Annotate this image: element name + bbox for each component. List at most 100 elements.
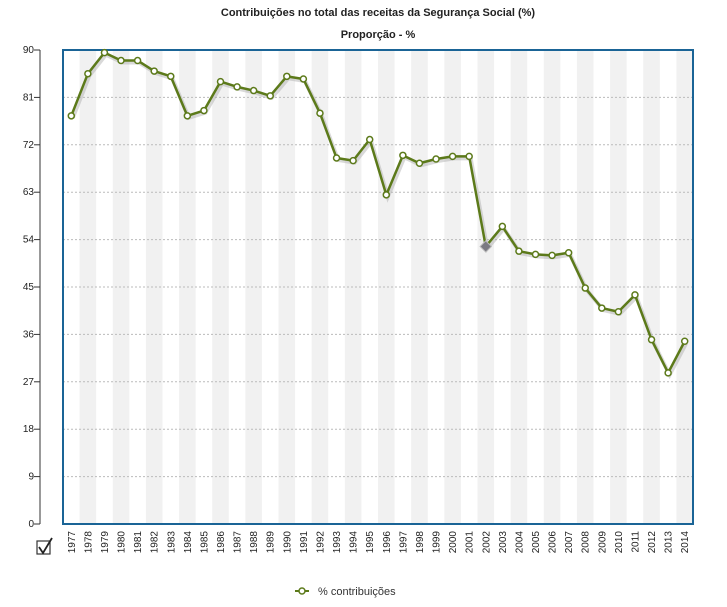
x-axis: 1977 1978 1979 1980 1981 1982 1983 1984 1985 1986… — [67, 531, 691, 554]
x-tick-label: 1986 — [216, 531, 227, 554]
y-axis: 0 9 18 27 36 45 54 63 72 81 90 — [23, 45, 41, 530]
x-tick-label: 2008 — [581, 531, 592, 554]
data-point[interactable] — [680, 337, 689, 345]
data-point[interactable] — [415, 159, 424, 167]
legend[interactable]: % contribuições — [295, 586, 396, 598]
data-point[interactable] — [664, 369, 672, 377]
band — [245, 50, 262, 524]
band — [477, 50, 495, 524]
data-point[interactable] — [432, 155, 440, 163]
data-point[interactable] — [581, 284, 589, 292]
band — [278, 50, 296, 524]
y-tick-label: 45 — [23, 282, 35, 293]
series-line — [70, 51, 686, 375]
data-point[interactable] — [465, 152, 473, 161]
data-point[interactable] — [399, 151, 407, 160]
y-tick-label: 0 — [28, 519, 34, 530]
x-tick-label: 1998 — [415, 531, 426, 554]
x-tick-label: 2010 — [614, 531, 625, 554]
data-point[interactable] — [382, 191, 391, 199]
x-tick-label: 1993 — [332, 531, 343, 554]
data-point[interactable] — [349, 156, 357, 165]
data-point[interactable] — [299, 75, 308, 83]
x-tick-label: 2003 — [498, 531, 509, 554]
data-point[interactable] — [100, 48, 109, 57]
data-point[interactable] — [515, 247, 523, 255]
plot-frame — [62, 49, 694, 525]
y-tick-label: 9 — [28, 472, 34, 483]
x-tick-label: 1977 — [67, 531, 78, 554]
x-tick-label: 1983 — [166, 531, 177, 554]
x-tick-label: 1992 — [315, 531, 326, 554]
data-point[interactable] — [183, 112, 192, 120]
band — [112, 50, 130, 524]
data-point[interactable] — [84, 69, 92, 78]
x-tick-label: 1984 — [183, 531, 194, 554]
chart-title: Contribuições no total das receitas da S… — [221, 7, 536, 19]
x-tick-label: 2001 — [465, 531, 476, 554]
data-point[interactable] — [133, 56, 142, 65]
checkbox-icon[interactable] — [36, 537, 53, 555]
data-point[interactable] — [631, 291, 639, 299]
x-tick-label: 1997 — [398, 531, 409, 554]
x-tick-label: 1996 — [382, 531, 393, 554]
data-point[interactable] — [598, 304, 606, 312]
data-point[interactable] — [233, 83, 241, 91]
x-tick-label: 2000 — [448, 531, 459, 554]
data-point[interactable] — [531, 250, 540, 259]
y-tick-label: 81 — [23, 92, 35, 103]
data-point[interactable] — [647, 335, 656, 344]
data-point[interactable] — [117, 56, 125, 65]
x-tick-label: 1999 — [432, 531, 443, 554]
data-point-highlight[interactable] — [479, 240, 493, 253]
data-point[interactable] — [167, 72, 175, 81]
x-tick-label: 1990 — [282, 531, 293, 554]
x-tick-label: 1980 — [117, 531, 128, 554]
data-point[interactable] — [448, 152, 457, 161]
data-point[interactable] — [200, 106, 208, 115]
data-point[interactable] — [150, 67, 158, 75]
x-tick-label: 1978 — [83, 531, 94, 554]
data-point[interactable] — [564, 249, 573, 257]
data-point[interactable] — [249, 86, 258, 95]
x-tick-label: 1982 — [150, 531, 161, 554]
y-tick-label: 63 — [23, 187, 35, 198]
data-point[interactable] — [332, 154, 341, 162]
x-tick-label: 2005 — [531, 531, 542, 554]
x-tick-label: 1979 — [100, 531, 111, 554]
data-point[interactable] — [365, 135, 374, 144]
band — [378, 50, 395, 524]
band — [610, 50, 627, 524]
x-tick-label: 1995 — [365, 531, 376, 554]
data-point[interactable] — [266, 92, 274, 100]
x-tick-label: 1994 — [349, 531, 360, 554]
x-tick-label: 1987 — [233, 531, 244, 554]
legend-label: % contribuições — [318, 586, 396, 598]
band — [145, 50, 163, 524]
data-point[interactable] — [283, 72, 291, 81]
data-point[interactable] — [67, 112, 76, 120]
x-tick-label: 2007 — [564, 531, 575, 554]
x-tick-label: 2014 — [680, 531, 691, 554]
chart-subtitle: Proporção - % — [341, 29, 416, 41]
x-tick-label: 1981 — [133, 531, 144, 554]
y-tick-label: 36 — [23, 329, 35, 340]
x-tick-label: 1991 — [299, 531, 310, 554]
y-tick-label: 27 — [23, 377, 35, 388]
data-point[interactable] — [548, 251, 556, 260]
x-tick-label: 2002 — [481, 531, 492, 554]
y-tick-label: 72 — [23, 140, 35, 151]
data-point[interactable] — [316, 109, 324, 117]
x-tick-label: 2012 — [647, 531, 658, 554]
x-tick-label: 1985 — [199, 531, 210, 554]
data-point[interactable] — [498, 222, 507, 231]
data-point[interactable] — [216, 77, 225, 86]
y-tick-label: 18 — [23, 424, 35, 435]
band — [510, 50, 528, 524]
x-tick-label: 1988 — [249, 531, 260, 554]
data-point[interactable] — [614, 308, 623, 316]
band — [344, 50, 362, 524]
x-tick-label: 2006 — [548, 531, 559, 554]
legend-marker — [298, 587, 306, 595]
